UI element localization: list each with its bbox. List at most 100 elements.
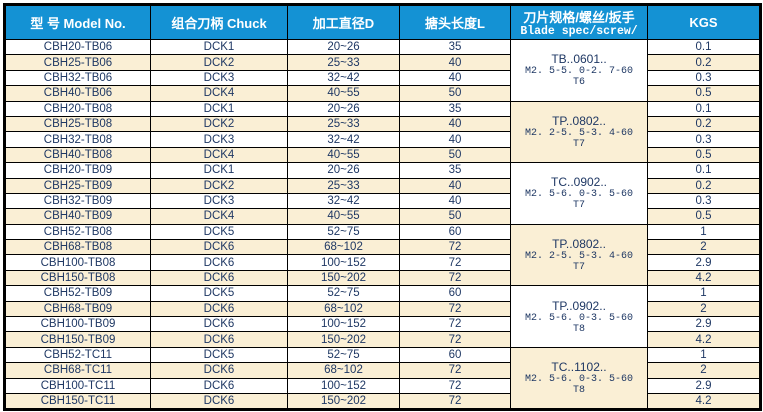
chuck-cell: DCK6 (150, 392, 288, 411)
kgs-cell: 0.1 (647, 162, 761, 179)
blade-spec-cell: TP..0802.. M2. 2-5. 5-3. 4-60 T7 (510, 100, 648, 164)
chuck-cell: DCK6 (150, 269, 288, 287)
chuck-cell: DCK6 (150, 331, 288, 348)
kgs-cell: 0.2 (647, 54, 761, 71)
length-cell: 40 (399, 177, 511, 194)
model-cell: CBH25-TB08 (4, 115, 151, 133)
chuck-cell: DCK2 (150, 115, 288, 133)
length-cell: 72 (399, 300, 511, 318)
chuck-cell: DCK3 (150, 131, 288, 148)
kgs-cell: 0.1 (647, 100, 761, 117)
model-cell: CBH25-TB09 (4, 177, 151, 194)
diameter-cell: 32~42 (287, 69, 400, 87)
diameter-cell: 25~33 (287, 177, 400, 194)
table-row: CBH40-TB08 DCK4 40~55 50 0.5 (4, 146, 761, 164)
table-row: CBH25-TB08 DCK2 25~33 40 0.2 (4, 115, 761, 133)
blade-spec-wrench: T7 (572, 138, 585, 150)
kgs-cell: 0.2 (647, 177, 761, 194)
model-cell: CBH68-TB08 (4, 239, 151, 256)
length-cell: 72 (399, 331, 511, 348)
length-cell: 50 (399, 146, 511, 164)
chuck-cell: DCK6 (150, 300, 288, 318)
diameter-cell: 20~26 (287, 162, 400, 179)
model-cell: CBH32-TB09 (4, 192, 151, 210)
model-cell: CBH40-TB06 (4, 85, 151, 102)
header-blade-spec: 刀片规格/螺丝/扳手 Blade spec/screw/ (510, 4, 648, 40)
header-blade-spec-en: Blade spec/screw/ (520, 25, 638, 38)
table-row: CBH150-TB09 DCK6 150~202 72 4.2 (4, 331, 761, 348)
kgs-cell: 0.5 (647, 208, 761, 225)
table-row: CBH52-TC11 DCK5 52~75 60 TC..1102.. M2. 5-6. … (4, 346, 761, 411)
model-cell: CBH150-TB09 (4, 331, 151, 348)
blade-spec-cell: TB..0601.. M2. 5-5. 0-2. 7-60 T6 (510, 39, 648, 102)
table-row: CBH40-TB09 DCK4 40~55 50 0.5 (4, 208, 761, 225)
diameter-cell: 52~75 (287, 285, 400, 302)
model-cell: CBH52-TC11 (4, 346, 151, 364)
model-cell: CBH40-TB09 (4, 208, 151, 225)
model-cell: CBH68-TC11 (4, 362, 151, 379)
length-cell: 35 (399, 38, 511, 56)
model-cell: CBH68-TB09 (4, 300, 151, 318)
model-cell: CBH20-TB06 (4, 38, 151, 56)
blade-spec-code: TP..0902.. (552, 298, 606, 313)
kgs-cell: 0.3 (647, 192, 761, 210)
product-spec-table-container: 型 号 Model No. 组合刀柄 Chuck 加工直径D 搪头长度L 刀片规… (3, 3, 762, 412)
length-cell: 60 (399, 223, 511, 241)
diameter-cell: 20~26 (287, 100, 400, 117)
chuck-cell: DCK5 (150, 346, 288, 364)
diameter-cell: 40~55 (287, 85, 400, 102)
blade-spec-wrench: T8 (572, 323, 585, 335)
chuck-cell: DCK6 (150, 239, 288, 256)
kgs-cell: 4.2 (647, 392, 761, 411)
blade-spec-screw: M2. 5-6. 0-3. 5-60 (524, 189, 634, 201)
blade-spec-cell: TP..0802.. M2. 2-5. 5-3. 4-60 T7 (510, 223, 648, 287)
model-cell: CBH32-TB08 (4, 131, 151, 148)
table-row: CBH68-TB09 DCK6 68~102 72 2 (4, 300, 761, 318)
length-cell: 72 (399, 392, 511, 411)
kgs-cell: 4.2 (647, 269, 761, 287)
chuck-cell: DCK2 (150, 177, 288, 194)
chuck-cell: DCK5 (150, 285, 288, 302)
kgs-cell: 0.1 (647, 38, 761, 56)
length-cell: 35 (399, 100, 511, 117)
diameter-cell: 52~75 (287, 346, 400, 364)
kgs-cell: 1 (647, 285, 761, 302)
diameter-cell: 100~152 (287, 316, 400, 333)
header-row: 型 号 Model No. 组合刀柄 Chuck 加工直径D 搪头长度L 刀片规… (4, 4, 761, 40)
kgs-cell: 2.9 (647, 377, 761, 394)
kgs-cell: 0.3 (647, 69, 761, 87)
model-cell: CBH20-TB08 (4, 100, 151, 117)
blade-spec-wrench: T7 (572, 200, 585, 212)
kgs-cell: 4.2 (647, 331, 761, 348)
model-cell: CBH100-TB08 (4, 254, 151, 271)
diameter-cell: 150~202 (287, 331, 400, 348)
diameter-cell: 25~33 (287, 115, 400, 133)
diameter-cell: 20~26 (287, 38, 400, 56)
kgs-cell: 2.9 (647, 254, 761, 271)
model-cell: CBH52-TB08 (4, 223, 151, 241)
model-cell: CBH100-TB09 (4, 316, 151, 333)
table-row: CBH100-TC11 DCK6 100~152 72 2.9 (4, 377, 761, 394)
table-row: CBH20-TB08 DCK1 20~26 35 TP..0802.. M2. 2-5. … (4, 100, 761, 164)
table-row: CBH68-TC11 DCK6 68~102 72 2 (4, 362, 761, 379)
length-cell: 72 (399, 269, 511, 287)
length-cell: 72 (399, 362, 511, 379)
blade-spec-wrench: T7 (572, 261, 585, 273)
blade-spec-code: TC..1102.. (551, 360, 607, 375)
blade-spec-screw: M2. 5-5. 0-2. 7-60 (524, 66, 634, 78)
diameter-cell: 68~102 (287, 300, 400, 318)
diameter-cell: 100~152 (287, 254, 400, 271)
table-body: CBH20-TB06 DCK1 20~26 35 TB..0601.. M2. 5-5. … (4, 38, 761, 411)
model-cell: CBH100-TC11 (4, 377, 151, 394)
blade-spec-cell: TC..0902.. M2. 5-6. 0-3. 5-60 T7 (510, 162, 648, 225)
chuck-cell: DCK5 (150, 223, 288, 241)
kgs-cell: 0.2 (647, 115, 761, 133)
blade-spec-code: TP..0802.. (552, 113, 606, 128)
length-cell: 35 (399, 162, 511, 179)
table-row: CBH68-TB08 DCK6 68~102 72 2 (4, 239, 761, 256)
chuck-cell: DCK2 (150, 54, 288, 71)
blade-spec-screw: M2. 2-5. 5-3. 4-60 (524, 127, 634, 139)
model-cell: CBH52-TB09 (4, 285, 151, 302)
chuck-cell: DCK3 (150, 69, 288, 87)
blade-spec-code: TC..0902.. (550, 175, 608, 190)
